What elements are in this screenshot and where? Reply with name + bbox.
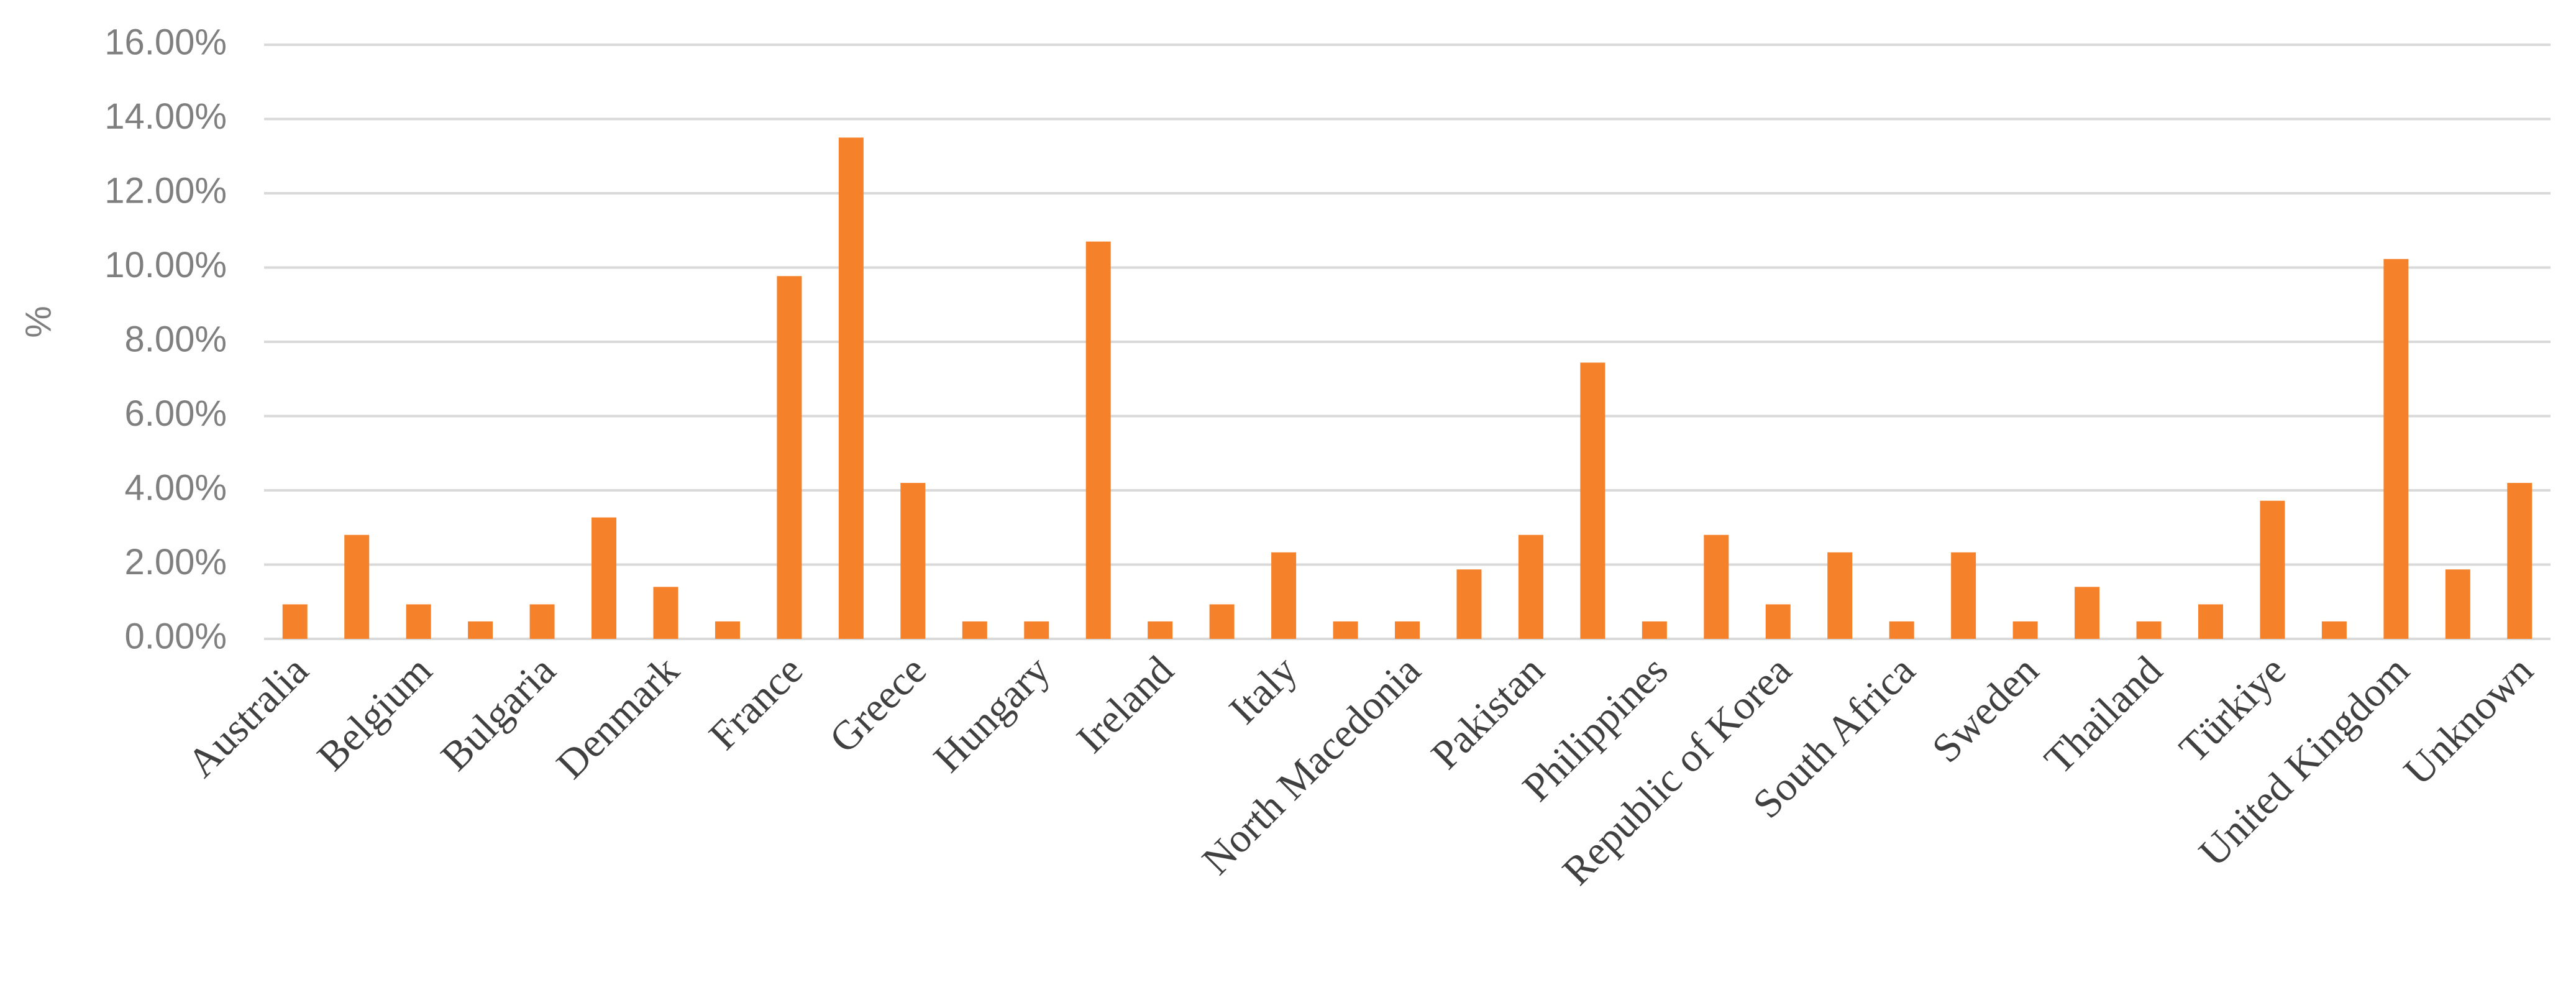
y-tick-label: 8.00% <box>125 319 227 359</box>
x-tick-label: Italy <box>1221 648 1306 733</box>
x-tick-label: North Macedonia <box>1194 648 1429 883</box>
bar <box>1085 241 1111 639</box>
y-tick-label: 12.00% <box>104 170 227 211</box>
x-tick-label: Thailand <box>2036 648 2171 782</box>
y-tick-label: 2.00% <box>125 542 227 582</box>
bar <box>1209 604 1235 639</box>
y-axis-label: % <box>18 306 58 338</box>
bar <box>2136 621 2162 639</box>
bar <box>2075 587 2100 639</box>
bar <box>529 604 555 639</box>
bar <box>591 517 617 639</box>
bar <box>282 604 308 639</box>
bar <box>1765 604 1791 639</box>
bar <box>1642 621 1667 639</box>
y-tick-label: 14.00% <box>104 96 227 137</box>
bar <box>2445 569 2470 639</box>
bar <box>1333 621 1358 639</box>
x-tick-label: Australia <box>179 648 317 786</box>
x-tick-label: United Kingdom <box>2190 648 2418 876</box>
bar <box>468 621 493 639</box>
bar <box>900 483 926 639</box>
x-tick-label: Hungary <box>925 648 1059 781</box>
bar <box>1024 621 1049 639</box>
x-tick-label: Greece <box>821 648 935 762</box>
bar <box>2507 483 2533 639</box>
bar <box>1395 621 1420 639</box>
bar <box>1704 534 1729 639</box>
bar <box>962 621 987 639</box>
x-tick-label: Republic of Korea <box>1554 648 1800 894</box>
y-tick-label: 16.00% <box>104 22 227 62</box>
bar <box>406 604 431 639</box>
x-tick-label: Denmark <box>548 648 688 787</box>
bar <box>1518 534 1543 639</box>
bar <box>2198 604 2223 639</box>
y-tick-label: 6.00% <box>125 393 227 434</box>
bar <box>1580 362 1605 639</box>
x-tick-label: France <box>700 648 811 759</box>
x-tick-label: Unknown <box>2395 648 2542 794</box>
bar <box>777 276 802 639</box>
bar <box>1827 552 1853 639</box>
x-tick-label: Belgium <box>309 648 441 779</box>
x-tick-label: Türkiye <box>2171 648 2295 771</box>
bar <box>1456 569 1482 639</box>
bar <box>2260 500 2285 639</box>
bar <box>1148 621 1173 639</box>
bar <box>653 587 678 639</box>
bar <box>1271 552 1297 639</box>
x-tick-label: Bulgaria <box>432 648 564 779</box>
y-tick-label: 4.00% <box>125 467 227 508</box>
bar <box>838 137 864 639</box>
x-tick-label: Ireland <box>1068 648 1182 762</box>
y-tick-label: 0.00% <box>125 616 227 656</box>
bar <box>1951 552 1976 639</box>
bar <box>2321 621 2347 639</box>
bar <box>1889 621 1914 639</box>
bar <box>715 621 740 639</box>
bar <box>2383 259 2409 639</box>
y-tick-label: 10.00% <box>104 245 227 285</box>
bar <box>344 534 370 639</box>
x-tick-label: Sweden <box>1924 648 2047 771</box>
bar <box>2012 621 2038 639</box>
